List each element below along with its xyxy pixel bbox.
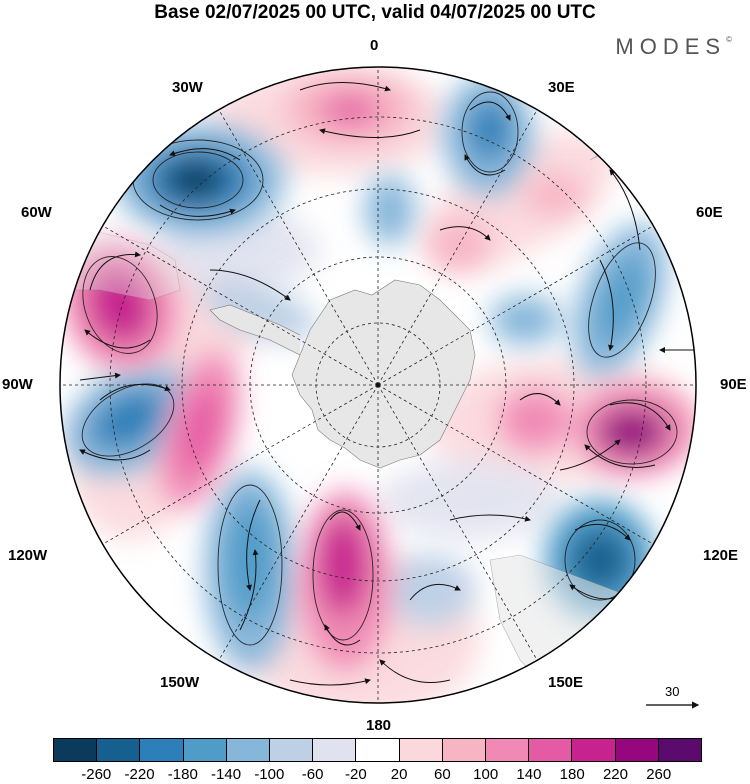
colorbar-swatch bbox=[270, 739, 314, 761]
label-lon-60e: 60E bbox=[696, 204, 723, 221]
colorbar-tick-label: -100 bbox=[254, 766, 285, 783]
colorbar-tick-label: 220 bbox=[602, 766, 628, 783]
colorbar-swatch bbox=[140, 739, 184, 761]
label-lon-30e: 30E bbox=[548, 79, 575, 96]
colorbar-swatch bbox=[486, 739, 530, 761]
label-lon-90e: 90E bbox=[720, 376, 747, 393]
colorbar-tick-label: 140 bbox=[516, 766, 542, 783]
label-lon-30w: 30W bbox=[172, 79, 203, 96]
colorbar-tick-label: 100 bbox=[473, 766, 499, 783]
label-lon-150e: 150E bbox=[548, 674, 584, 691]
colorbar-tick-label: 20 bbox=[390, 766, 408, 783]
colorbar-swatch bbox=[399, 739, 443, 761]
colorbar-tick-label: 180 bbox=[559, 766, 585, 783]
antarctica-land bbox=[291, 279, 476, 469]
colorbar-tick-label: -60 bbox=[301, 766, 324, 783]
colorbar-ticks: -260 -220 -180 -140 -100 -60 -20 20 60 100 140 180 2… bbox=[53, 766, 702, 784]
colorbar-swatch bbox=[54, 739, 98, 761]
colorbar-swatch bbox=[356, 739, 400, 761]
map-border bbox=[59, 66, 697, 704]
label-lon-150w: 150W bbox=[160, 674, 200, 691]
brand-logo: MODES© bbox=[615, 34, 732, 59]
label-lon-180: 180 bbox=[366, 717, 392, 734]
colorbar-swatch bbox=[226, 739, 271, 761]
label-lon-0: 0 bbox=[370, 37, 379, 54]
colorbar-swatch bbox=[442, 739, 487, 761]
colorbar-tick-label: 260 bbox=[646, 766, 672, 783]
graticule bbox=[60, 67, 696, 703]
colorbar-swatch bbox=[313, 739, 357, 761]
colorbar-swatch bbox=[529, 739, 573, 761]
label-lon-120w: 120W bbox=[8, 547, 48, 564]
colorbar-tick-label: -220 bbox=[124, 766, 155, 783]
label-lon-120e: 120E bbox=[703, 547, 739, 564]
colorbar-tick-label: -20 bbox=[345, 766, 367, 783]
map-title: Base 02/07/2025 00 UTC, valid 04/07/2025… bbox=[154, 2, 596, 23]
reference-vector-label: 30 bbox=[665, 684, 680, 699]
colorbar-swatch bbox=[97, 739, 141, 761]
wind-vectors bbox=[79, 82, 696, 686]
colorbar-tick-label: -180 bbox=[167, 766, 198, 783]
colorbar-swatch bbox=[658, 739, 702, 761]
colorbar bbox=[53, 738, 702, 762]
colorbar-tick-label: 60 bbox=[434, 766, 451, 783]
colorbar-tick-label: -260 bbox=[81, 766, 112, 783]
colorbar-swatch bbox=[615, 739, 659, 761]
colorbar-tick-label: -140 bbox=[211, 766, 242, 783]
label-lon-60w: 60W bbox=[21, 204, 52, 221]
colorbar-swatch bbox=[572, 739, 616, 761]
colorbar-swatch bbox=[183, 739, 227, 761]
label-lon-90w: 90W bbox=[2, 376, 33, 393]
